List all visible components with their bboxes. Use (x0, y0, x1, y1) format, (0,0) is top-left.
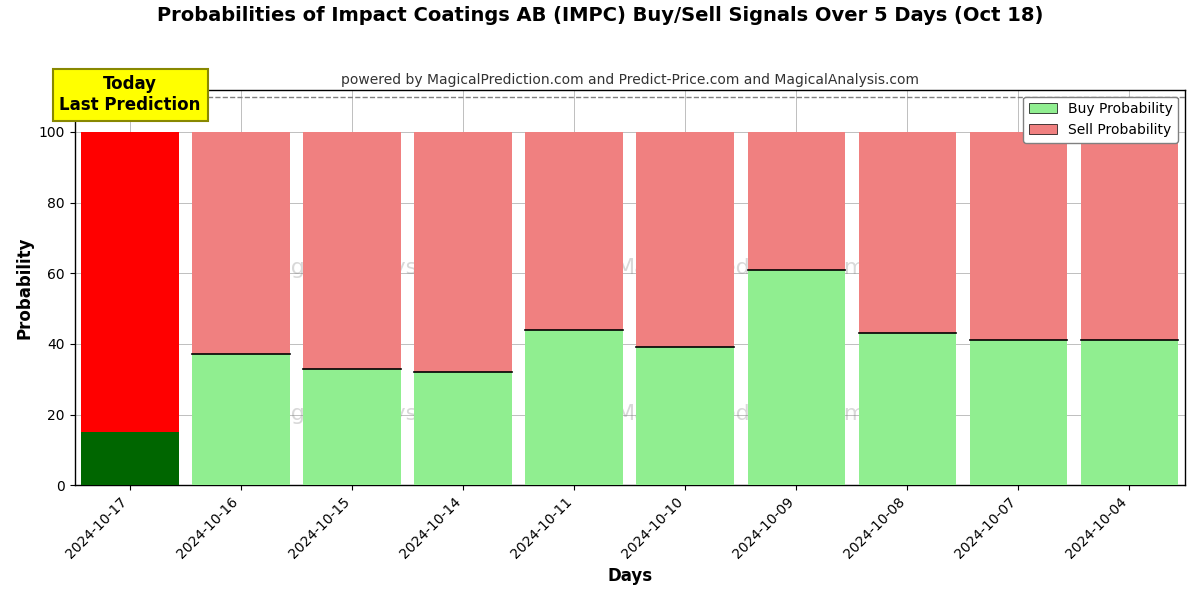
Text: Probabilities of Impact Coatings AB (IMPC) Buy/Sell Signals Over 5 Days (Oct 18): Probabilities of Impact Coatings AB (IMP… (157, 6, 1043, 25)
Bar (82, 432, 179, 485)
Bar (1081, 340, 1178, 485)
Title: powered by MagicalPrediction.com and Predict-Price.com and MagicalAnalysis.com: powered by MagicalPrediction.com and Pre… (341, 73, 919, 87)
Bar (192, 132, 290, 355)
Bar (414, 372, 512, 485)
Text: MagicalAnalysis.com: MagicalAnalysis.com (259, 257, 491, 278)
Bar (304, 368, 401, 485)
Bar (858, 132, 956, 333)
Bar (414, 132, 512, 372)
Bar (636, 347, 734, 485)
Text: Today
Last Prediction: Today Last Prediction (60, 76, 200, 114)
X-axis label: Days: Days (607, 567, 653, 585)
Text: MagicalPrediction.com: MagicalPrediction.com (616, 257, 866, 278)
Text: MagicalAnalysis.com: MagicalAnalysis.com (259, 404, 491, 424)
Bar (970, 132, 1067, 340)
Bar (1081, 132, 1178, 340)
Y-axis label: Probability: Probability (16, 236, 34, 338)
Bar (82, 132, 179, 432)
Bar (526, 330, 623, 485)
Bar (748, 132, 845, 269)
Bar (192, 355, 290, 485)
Legend: Buy Probability, Sell Probability: Buy Probability, Sell Probability (1024, 97, 1178, 143)
Bar (748, 269, 845, 485)
Bar (526, 132, 623, 330)
Bar (970, 340, 1067, 485)
Bar (636, 132, 734, 347)
Text: MagicalPrediction.com: MagicalPrediction.com (616, 404, 866, 424)
Bar (304, 132, 401, 368)
Bar (858, 333, 956, 485)
